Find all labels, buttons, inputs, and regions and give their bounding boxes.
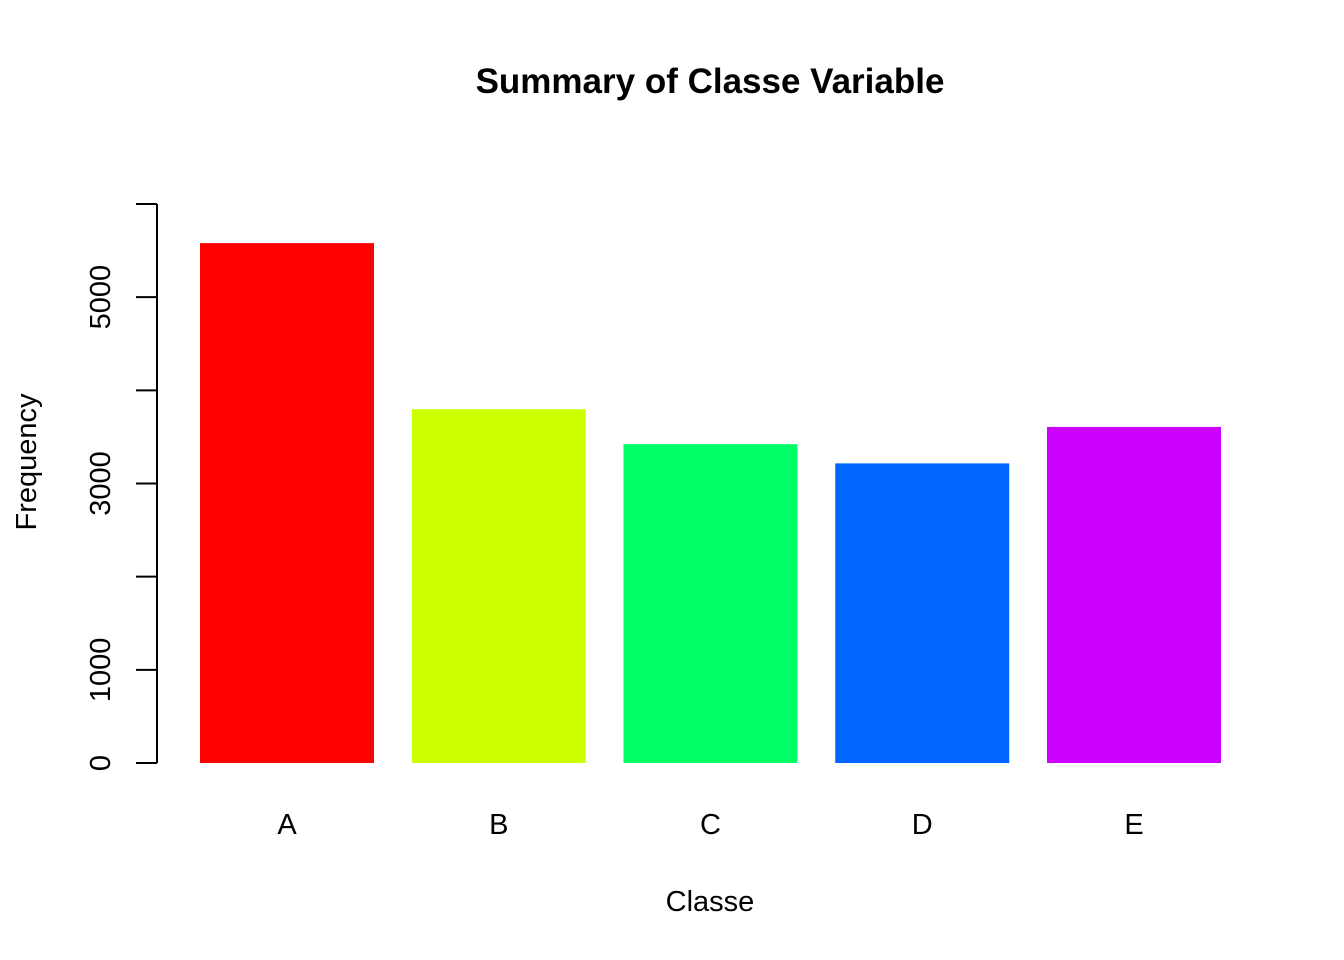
y-axis: 0 1000 3000 5000 xyxy=(85,203,158,771)
y-tick-label-1000: 1000 xyxy=(85,638,117,703)
bar-B xyxy=(411,409,586,763)
x-tick-label-B: B xyxy=(489,809,508,841)
x-axis-label: Classe xyxy=(666,886,755,918)
y-tick-label-0: 0 xyxy=(85,755,117,771)
bar-C xyxy=(623,444,798,763)
bar-A xyxy=(200,243,374,763)
x-tick-label-E: E xyxy=(1124,809,1143,841)
bar-D xyxy=(835,463,1010,763)
y-tick-label-3000: 3000 xyxy=(85,451,117,516)
y-ticks: 0 1000 3000 5000 xyxy=(85,203,157,771)
x-tick-label-D: D xyxy=(912,809,933,841)
x-tick-labels: A B C D E xyxy=(277,809,1143,841)
x-tick-label-C: C xyxy=(700,809,721,841)
y-tick-label-5000: 5000 xyxy=(85,265,117,330)
x-tick-label-A: A xyxy=(277,809,297,841)
y-axis-label: Frequency xyxy=(11,393,43,531)
bars-layer xyxy=(200,243,1221,763)
chart-title: Summary of Classe Variable xyxy=(476,62,945,101)
bar-E xyxy=(1047,426,1221,763)
